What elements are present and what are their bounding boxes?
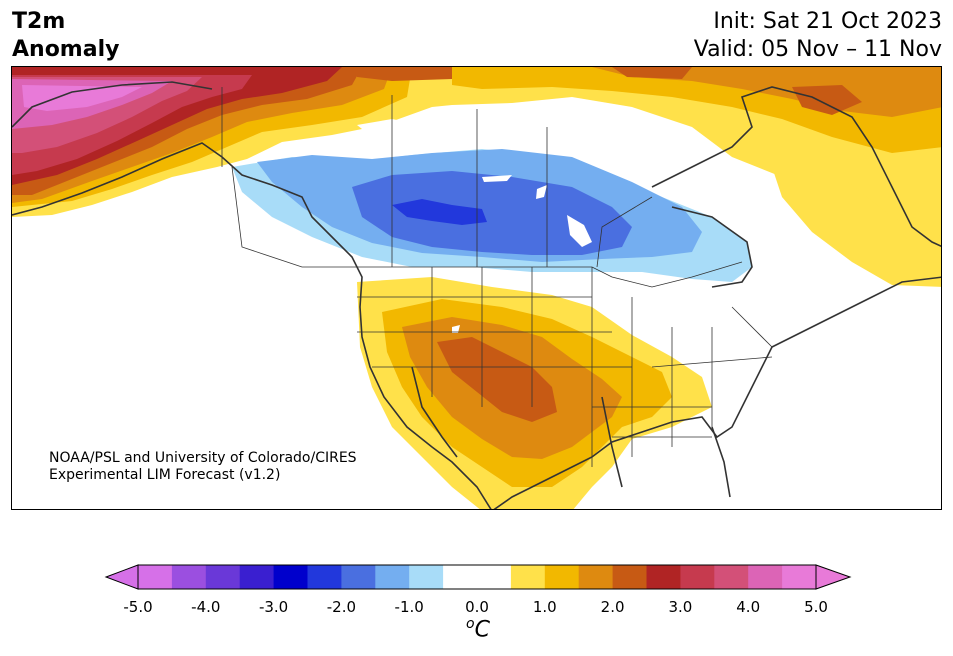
forecast-dates: Init: Sat 21 Oct 2023 Valid: 05 Nov – 11… xyxy=(694,8,942,64)
colorbar-cell xyxy=(612,565,647,589)
forecast-credit: NOAA/PSL and University of Colorado/CIRE… xyxy=(49,450,357,484)
colorbar-cell xyxy=(748,565,783,589)
colorbar-tick-label: 1.0 xyxy=(532,598,557,616)
colorbar-cell xyxy=(307,565,342,589)
coastlines xyxy=(12,81,941,509)
colorbar-tick-label: -2.0 xyxy=(326,598,357,616)
colorbar-cell xyxy=(714,565,749,589)
colorbar-cell xyxy=(646,565,681,589)
title-line-2: Anomaly xyxy=(12,37,120,62)
colorbar-cell xyxy=(409,565,444,589)
colorbar-cell xyxy=(544,565,580,589)
colorbar-cell xyxy=(443,565,478,589)
eastern-canada-warm-anomaly xyxy=(352,67,941,287)
colorbar-tick-label: 2.0 xyxy=(600,598,625,616)
colorbar-tick-label: 0.0 xyxy=(465,598,489,616)
colorbar-tick-label: -5.0 xyxy=(123,598,153,616)
colorbar-cell xyxy=(239,565,275,589)
map-title: T2m Anomaly xyxy=(12,8,119,64)
title-line-1: T2m xyxy=(12,9,66,34)
great-slave-lake xyxy=(357,119,592,333)
colorbar-max-extend xyxy=(815,564,852,590)
colorbar-cell xyxy=(578,565,614,589)
colorbar xyxy=(104,564,852,590)
northern-plains-cold-anomaly xyxy=(232,149,752,282)
colorbar-cell xyxy=(341,565,376,589)
colorbar-cell xyxy=(510,565,546,589)
colorbar-cell xyxy=(171,565,207,589)
valid-range: Valid: 05 Nov – 11 Nov xyxy=(693,37,942,62)
init-date: Init: Sat 21 Oct 2023 xyxy=(713,9,942,34)
colorbar-tick-label: 4.0 xyxy=(736,598,761,616)
unit-letter: C xyxy=(474,617,490,643)
colorbar-cell xyxy=(477,565,512,589)
map-canvas xyxy=(12,67,941,509)
degree-symbol: o xyxy=(466,616,475,632)
colorbar-cell xyxy=(273,565,308,589)
political-borders xyxy=(221,87,773,467)
colorbar-cell xyxy=(782,565,817,589)
southwest-warm-anomaly xyxy=(357,277,712,509)
anomaly-map xyxy=(11,66,942,510)
colorbar-tick-label: 5.0 xyxy=(804,598,828,616)
colorbar-cell xyxy=(205,565,241,589)
colorbar-cell xyxy=(375,565,410,589)
colorbar-tick-label: -4.0 xyxy=(191,598,221,616)
credit-line-1: NOAA/PSL and University of Colorado/CIRE… xyxy=(49,450,357,466)
colorbar-tick-label: -3.0 xyxy=(258,598,289,616)
colorbar-tick-label: -1.0 xyxy=(394,598,424,616)
credit-line-2: Experimental LIM Forecast (v1.2) xyxy=(49,467,281,483)
colorbar-cell xyxy=(680,565,715,589)
colorbar-unit: oC xyxy=(466,616,490,642)
colorbar-min-extend xyxy=(104,564,139,590)
colorbar-cell xyxy=(138,565,173,589)
colorbar-frame xyxy=(137,564,817,590)
colorbar-tick-label: 3.0 xyxy=(668,598,693,616)
